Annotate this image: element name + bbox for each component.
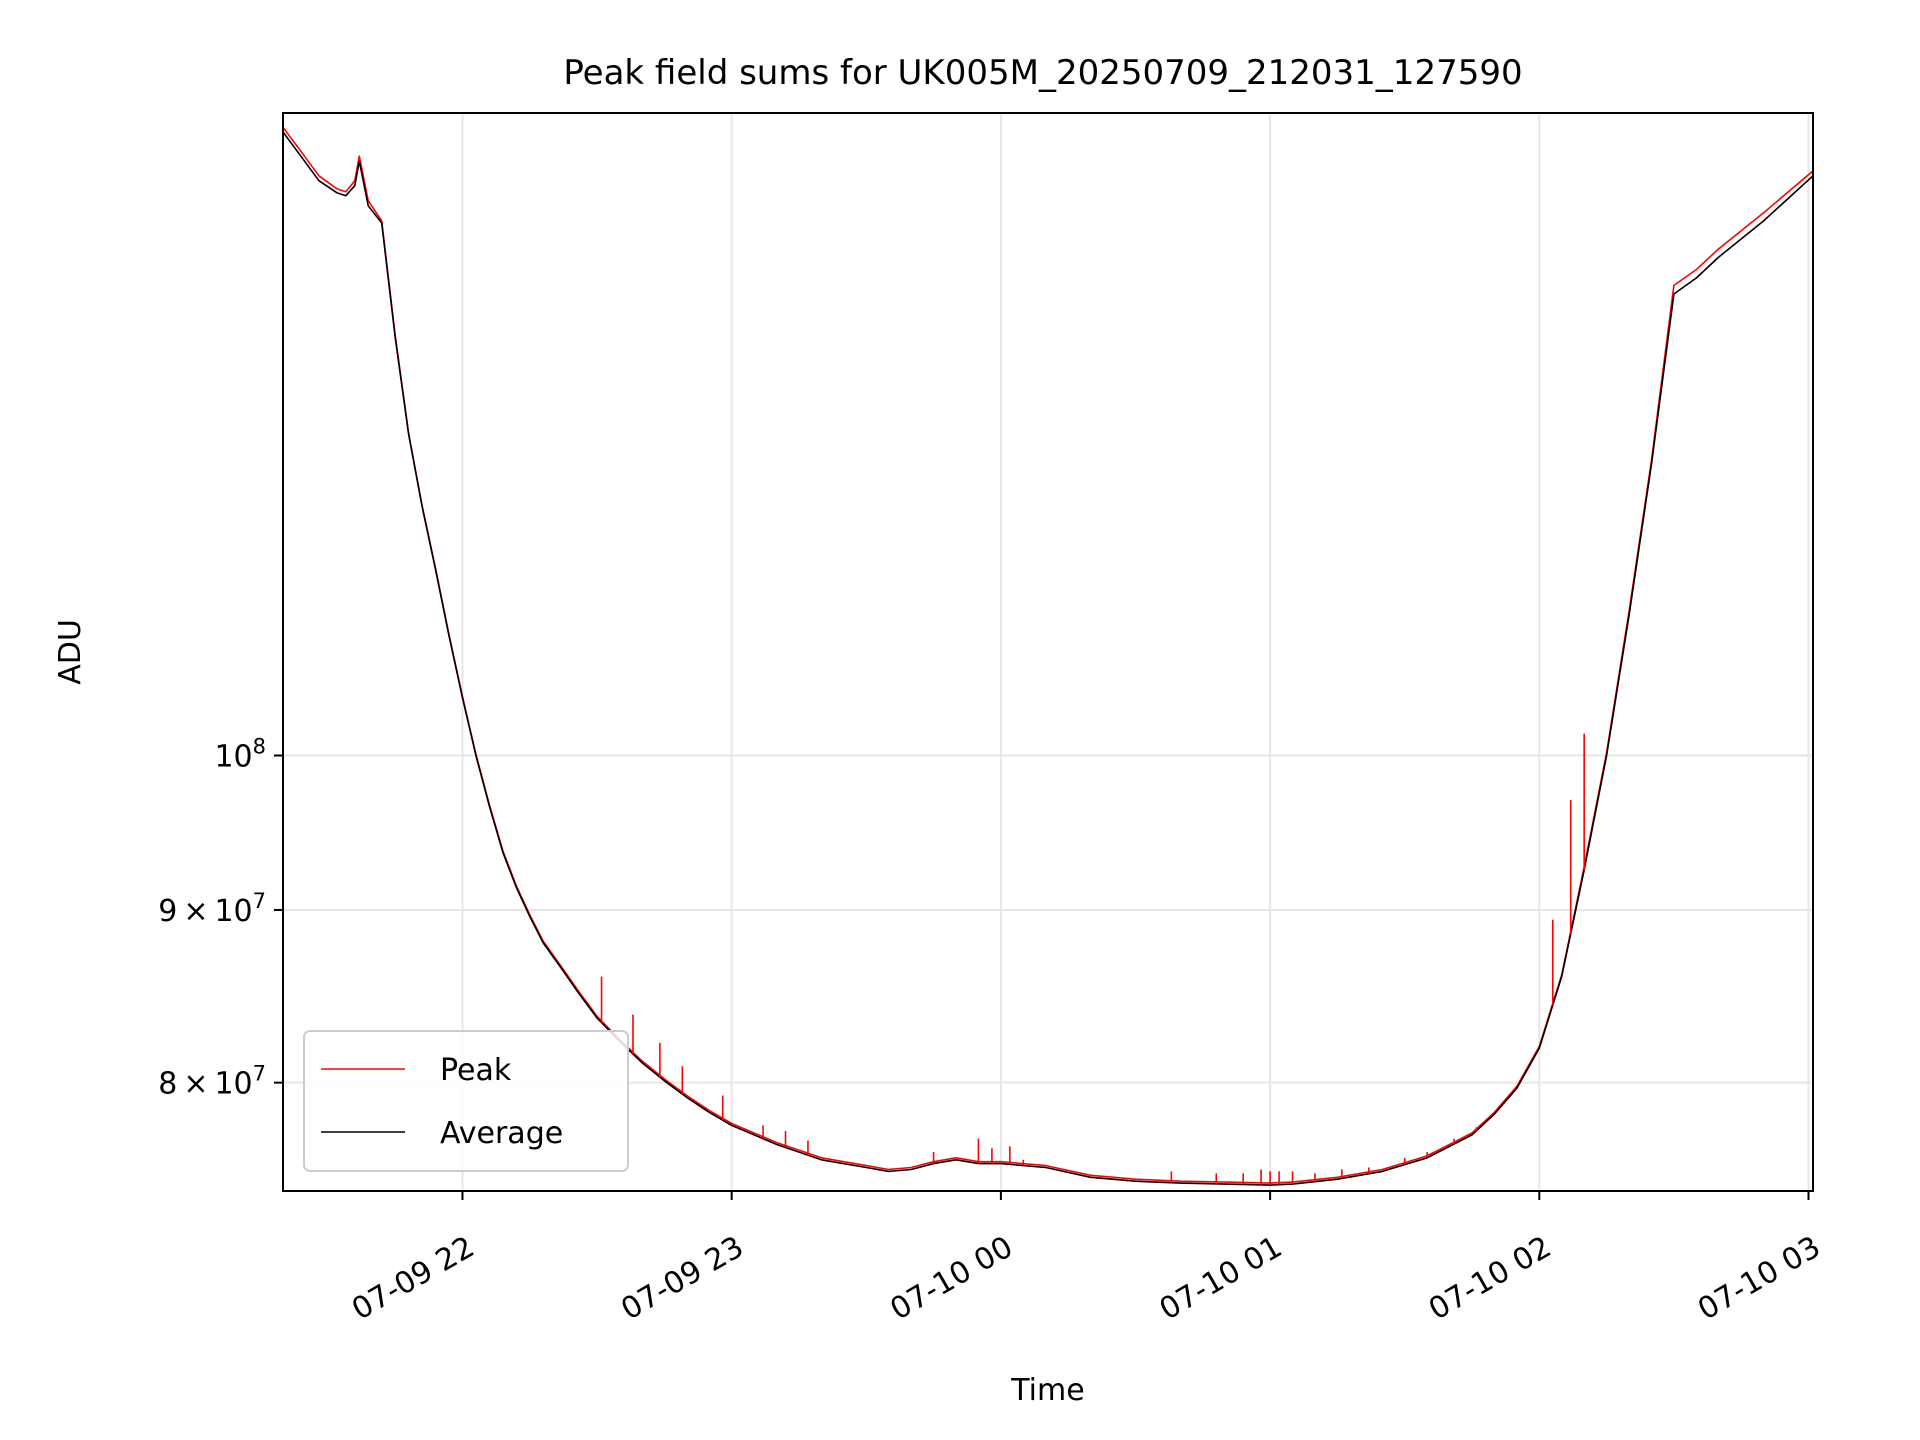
chart-title: Peak field sums for UK005M_20250709_2120… (563, 53, 1522, 93)
y-tick-label: 9 × 107 (158, 889, 266, 929)
y-axis-label: ADU (53, 619, 88, 685)
legend-box (303, 1030, 629, 1172)
x-axis-label: Time (1010, 1373, 1084, 1408)
legend-label-peak: Peak (440, 1053, 512, 1088)
y-tick-label: 8 × 107 (158, 1062, 266, 1102)
plot-area (283, 126, 1813, 1186)
legend: Peak Average (303, 1030, 629, 1172)
axes-frame (282, 112, 1814, 1192)
y-tick-label: 108 (214, 734, 266, 774)
series-line-average (283, 131, 1813, 1186)
legend-label-average: Average (440, 1116, 563, 1151)
y-axis: 8 × 107 9 × 107 108 (158, 734, 283, 1102)
